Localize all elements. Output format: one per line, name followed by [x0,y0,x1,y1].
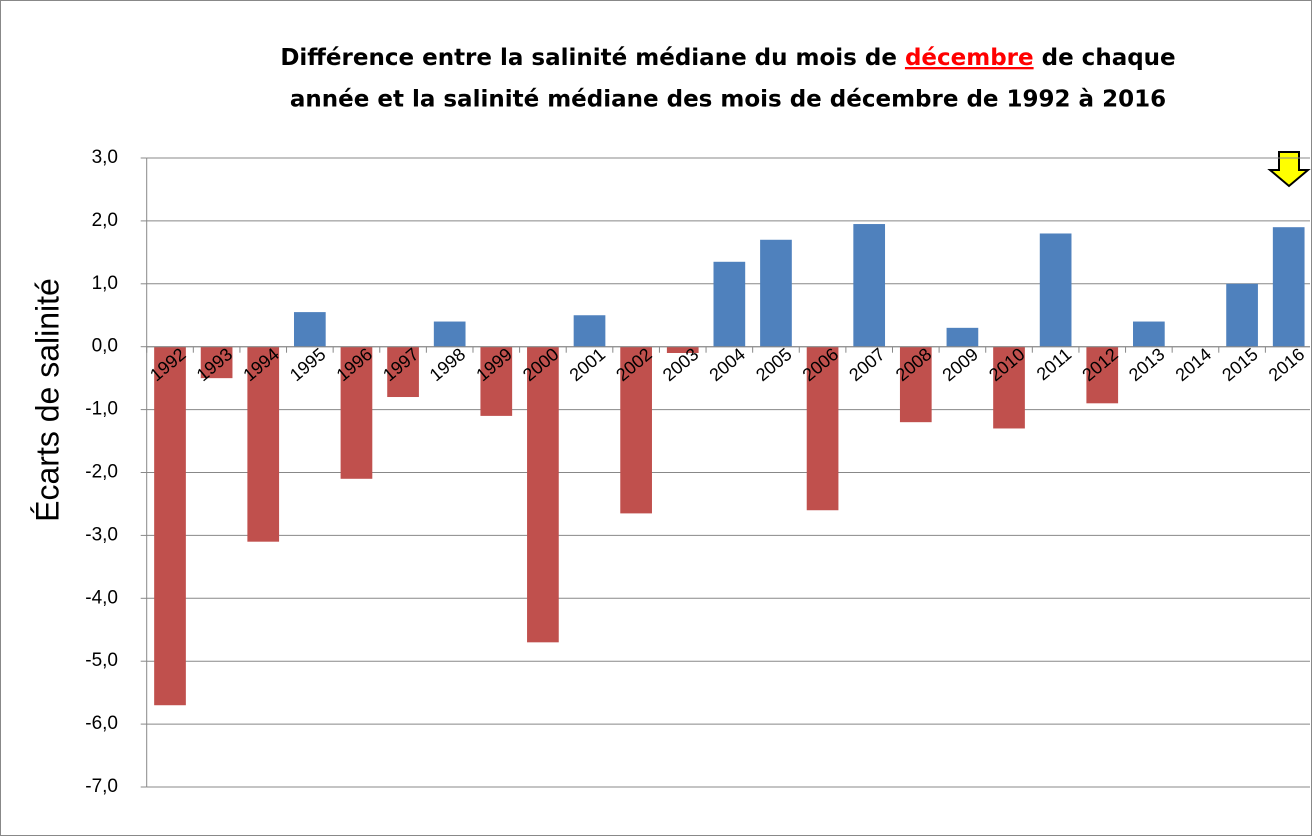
y-tick-label: -6,0 [85,713,118,734]
bar [1039,233,1072,347]
title-part: Différence entre la salinité médiane du … [280,45,905,71]
chart-title-line2: année et la salinité médiane des mois de… [290,87,1166,113]
bar [1272,227,1305,347]
bar [1086,346,1119,404]
y-tick-label: -3,0 [85,524,118,545]
bar [247,346,280,542]
bar [620,346,652,514]
bar [806,346,839,511]
bar [527,346,559,643]
bar [340,346,373,479]
bar [200,346,233,379]
bar [899,346,932,423]
bar [853,224,886,347]
bar [946,327,979,347]
highlight-arrow [1267,151,1311,188]
bar [760,239,792,347]
bar [154,346,186,706]
bar [1133,321,1165,347]
y-tick-label: -1,0 [85,399,118,420]
chart-title: Différence entre la salinité médiane du … [280,45,1175,71]
y-tick-label: -7,0 [85,776,118,797]
title-part: de chaque [1034,45,1176,71]
y-tick-label: -4,0 [85,587,118,608]
bar [713,261,746,347]
bar [666,346,699,353]
bar [387,346,419,398]
y-tick-label: 2,0 [92,210,118,231]
bar [573,315,606,347]
bar [433,321,466,347]
y-tick-label: 3,0 [92,147,118,168]
y-tick-label: 0,0 [92,336,118,357]
bar [993,346,1025,429]
y-tick-label: -2,0 [85,462,118,483]
bar [293,312,326,347]
bar [480,346,513,416]
y-tick-label: -5,0 [85,650,118,671]
y-axis-label: Écarts de salinité [29,278,65,522]
bar [1226,283,1258,347]
title-highlight: décembre [905,45,1034,71]
y-tick-label: 1,0 [92,273,118,294]
